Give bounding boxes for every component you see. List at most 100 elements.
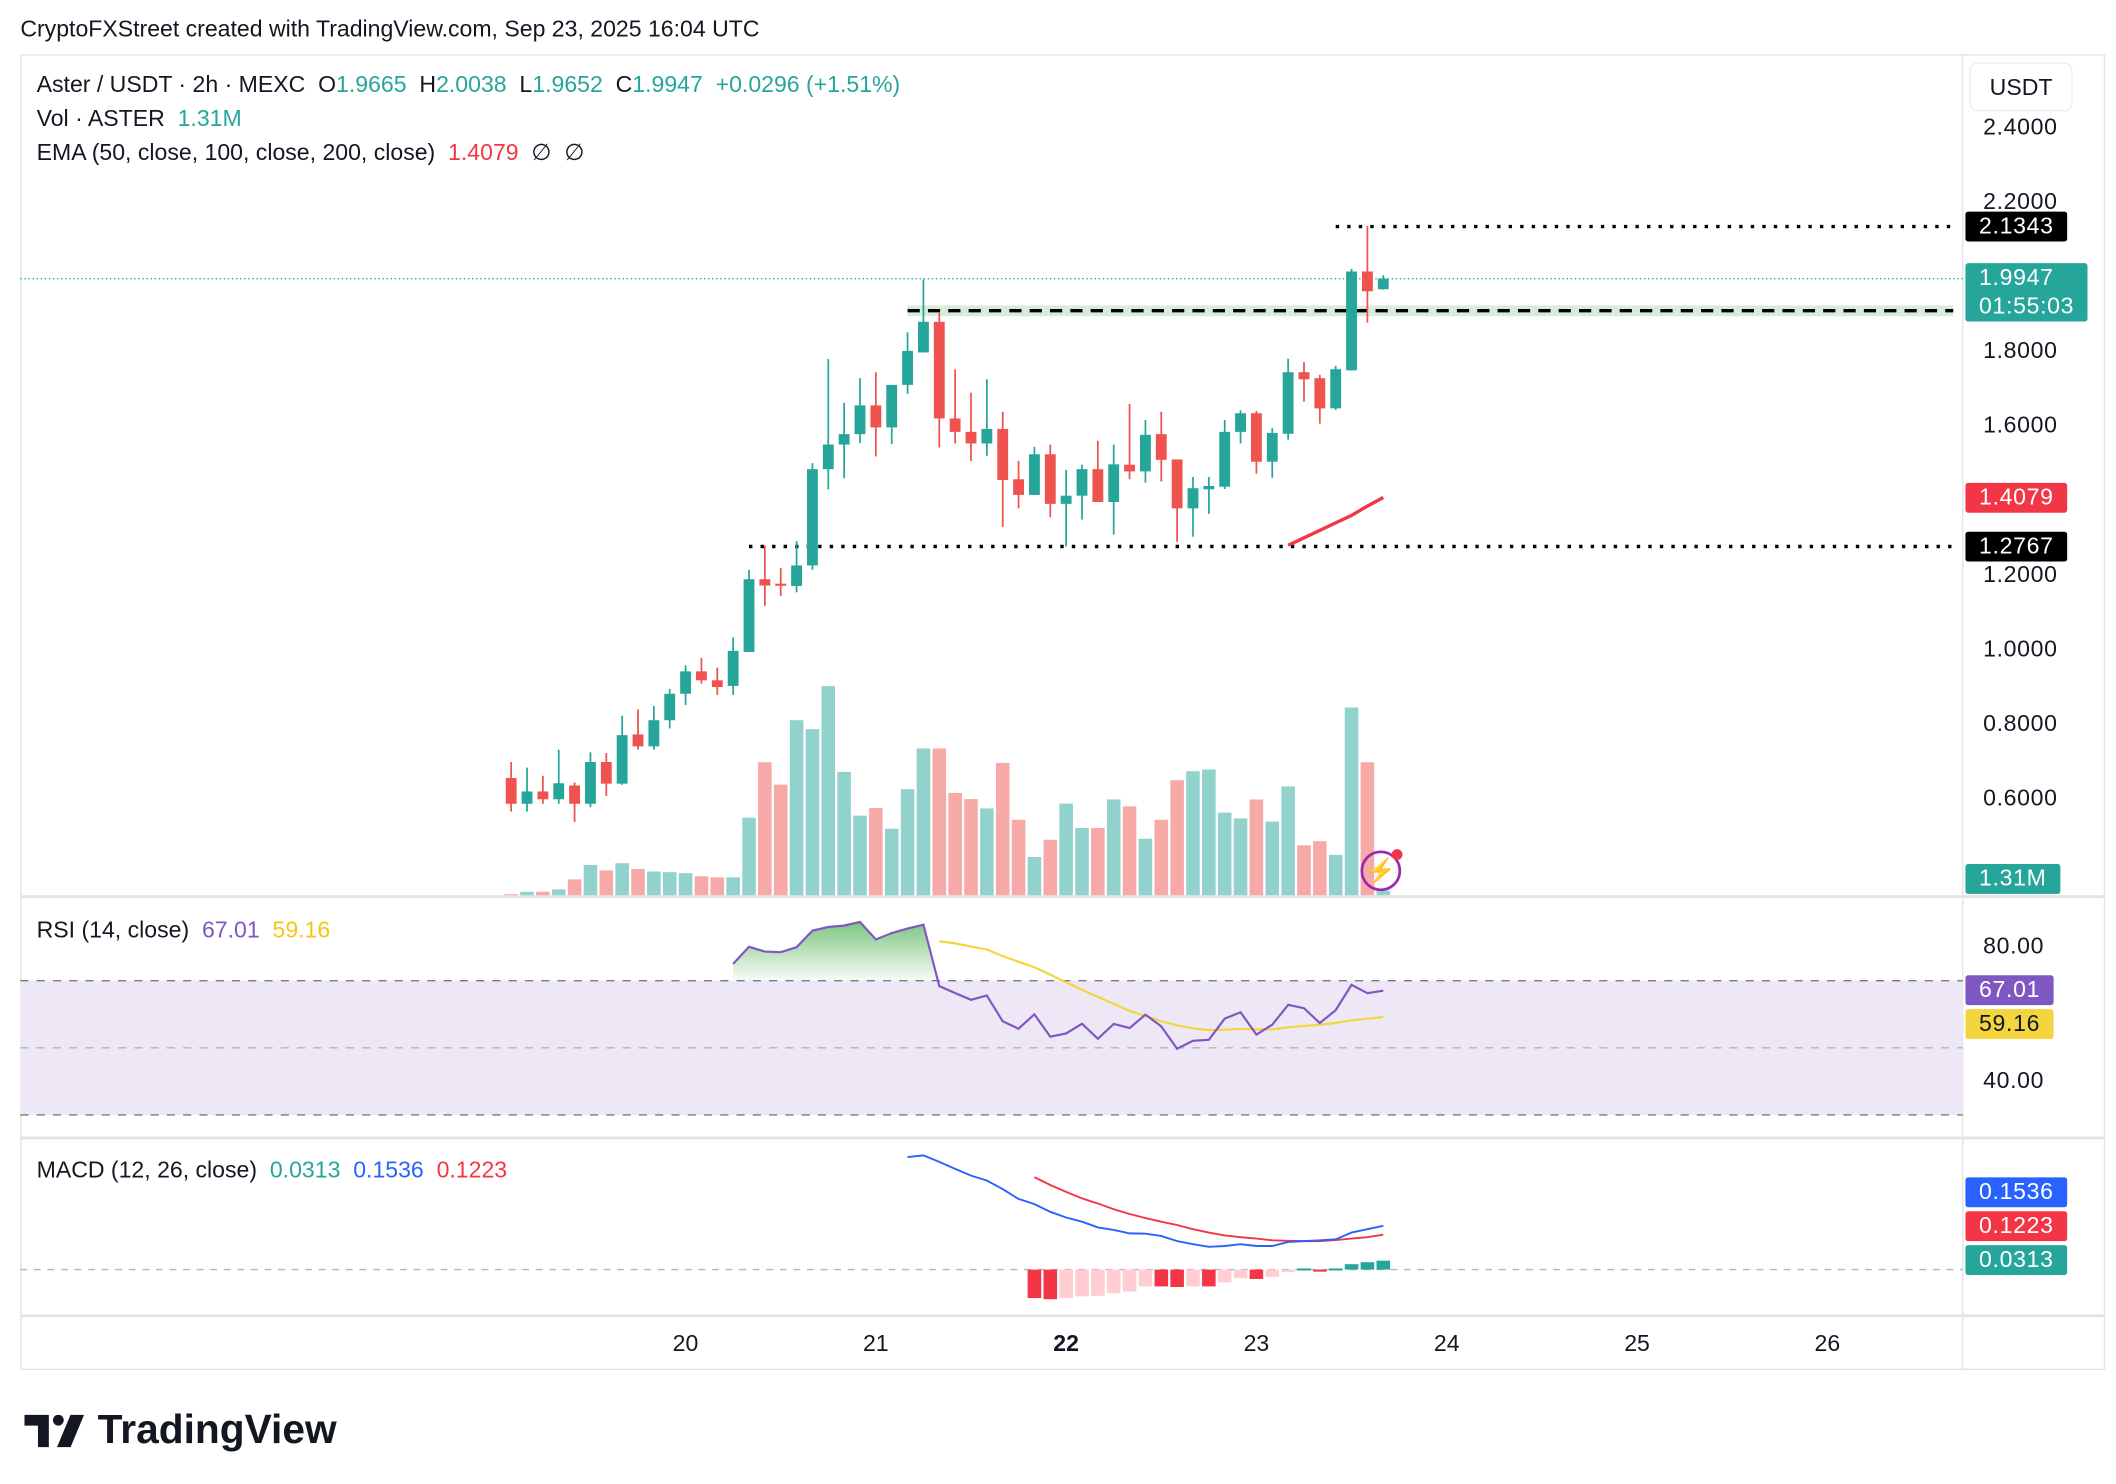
high-value: 2.0038 — [436, 71, 507, 98]
candle-body — [1361, 271, 1373, 292]
volume-bar — [932, 748, 947, 896]
volume-bar — [1217, 812, 1232, 896]
macd-histogram-bar — [1043, 1269, 1058, 1300]
candle-body — [870, 405, 882, 428]
histogram-badge: 0.0313 — [1965, 1245, 2068, 1276]
candle-body — [1187, 488, 1199, 509]
breakout-zone — [907, 305, 1954, 317]
candle-body — [711, 680, 723, 688]
volume-bar — [520, 891, 534, 896]
candle-body — [902, 350, 913, 385]
volume-bar — [551, 889, 566, 896]
volume-bar — [1091, 828, 1105, 896]
candle-body — [1282, 372, 1294, 434]
volume-bar — [900, 789, 915, 896]
volume-value: 1.31M — [177, 105, 242, 132]
time-tick: 24 — [1433, 1330, 1460, 1357]
volume-badge: 1.31M — [1965, 864, 2061, 894]
tradingview-logo[interactable]: TradingView — [24, 1408, 337, 1454]
candle-body — [854, 405, 866, 435]
rsi-ma-value: 59.16 — [272, 916, 331, 943]
candle-body — [965, 431, 977, 444]
volume-bar — [1328, 854, 1343, 896]
volume-bar — [1122, 806, 1137, 896]
candle-body — [553, 783, 565, 800]
candle-body — [569, 785, 581, 804]
volume-bar — [726, 877, 740, 896]
macd-histogram-bar — [1170, 1269, 1184, 1287]
lightning-icon[interactable]: ⚡ — [1360, 849, 1403, 892]
ema-label: EMA (50, close, 100, close, 200, close) — [36, 139, 436, 166]
candle-body — [1266, 433, 1278, 462]
price-tick: 0.8000 — [1983, 710, 2058, 737]
volume-bar — [948, 792, 962, 896]
volume-bar — [980, 808, 994, 896]
macd-histogram-bar — [1027, 1269, 1042, 1299]
macd-histogram-bar — [1186, 1269, 1200, 1287]
volume-bar — [964, 799, 978, 896]
price-tick: 1.2000 — [1983, 561, 2058, 588]
volume-bar — [1106, 799, 1121, 896]
notification-dot — [1391, 849, 1403, 860]
candle-body — [1155, 434, 1167, 460]
currency-selector[interactable]: USDT — [1969, 62, 2073, 112]
chart-frame — [20, 54, 2106, 1370]
candle-body — [918, 321, 929, 353]
volume-bar — [1043, 839, 1058, 896]
volume-bar — [1313, 841, 1327, 896]
candle-body — [1250, 413, 1262, 462]
volume-bar — [710, 877, 725, 896]
volume-label: Vol · ASTER — [36, 105, 165, 132]
volume-bar — [536, 891, 550, 896]
candle-body — [1092, 469, 1104, 503]
rsi-badge: 67.01 — [1965, 975, 2054, 1006]
high-label: H — [419, 71, 437, 98]
candle-body — [585, 761, 596, 804]
candle-body — [1076, 469, 1088, 496]
volume-bar — [916, 748, 931, 896]
candle-body — [1013, 479, 1024, 495]
candle-body — [791, 565, 803, 586]
volume-bar — [1202, 769, 1216, 896]
macd-legend[interactable]: MACD (12, 26, close) 0.0313 0.1536 0.122… — [37, 1157, 507, 1184]
candle-body — [505, 778, 517, 804]
candle-body — [616, 735, 628, 784]
ema-legend[interactable]: EMA (50, close, 100, close, 200, close) … — [37, 140, 585, 167]
macd-histogram-bar — [1202, 1269, 1216, 1287]
low-value: 1.9652 — [532, 71, 603, 98]
rsi-legend[interactable]: RSI (14, close) 67.01 59.16 — [37, 917, 331, 944]
candle-body — [1060, 495, 1072, 504]
macd-histogram-bar — [1075, 1269, 1089, 1297]
macd-histogram-bar — [1091, 1269, 1105, 1296]
volume-bar — [1011, 819, 1026, 896]
volume-bar — [1376, 890, 1391, 896]
volume-bar — [1233, 818, 1248, 896]
volume-bar — [1344, 707, 1359, 896]
macd-signal-value: 0.1223 — [436, 1157, 508, 1183]
time-tick: 21 — [862, 1330, 889, 1357]
rsi-ma-badge: 59.16 — [1965, 1009, 2054, 1040]
open-value: 1.9665 — [336, 71, 407, 98]
time-tick: 23 — [1243, 1330, 1270, 1357]
candle-body — [727, 650, 739, 686]
macd-histogram-bar — [1376, 1260, 1391, 1270]
open-label: O — [318, 71, 337, 98]
price-tick: 0.6000 — [1983, 785, 2058, 812]
candle-body — [1139, 434, 1151, 472]
last-price-badge: 1.9947 01:55:03 — [1965, 263, 2088, 322]
macd-histogram-bar — [1328, 1268, 1343, 1271]
volume-legend[interactable]: Vol · ASTER 1.31M — [37, 106, 242, 133]
macd-histogram-bar — [1313, 1269, 1327, 1272]
ema-value: 1.4079 — [448, 139, 519, 166]
volume-bar — [789, 720, 804, 896]
candle-body — [997, 428, 1009, 480]
volume-bar — [1186, 771, 1200, 896]
macd-label: MACD (12, 26, close) — [36, 1157, 258, 1183]
volume-bar — [837, 771, 851, 896]
macd-histogram-bar — [1106, 1269, 1121, 1294]
volume-bar — [599, 870, 614, 896]
volume-bar — [1170, 780, 1184, 896]
candle-body — [1346, 271, 1357, 371]
